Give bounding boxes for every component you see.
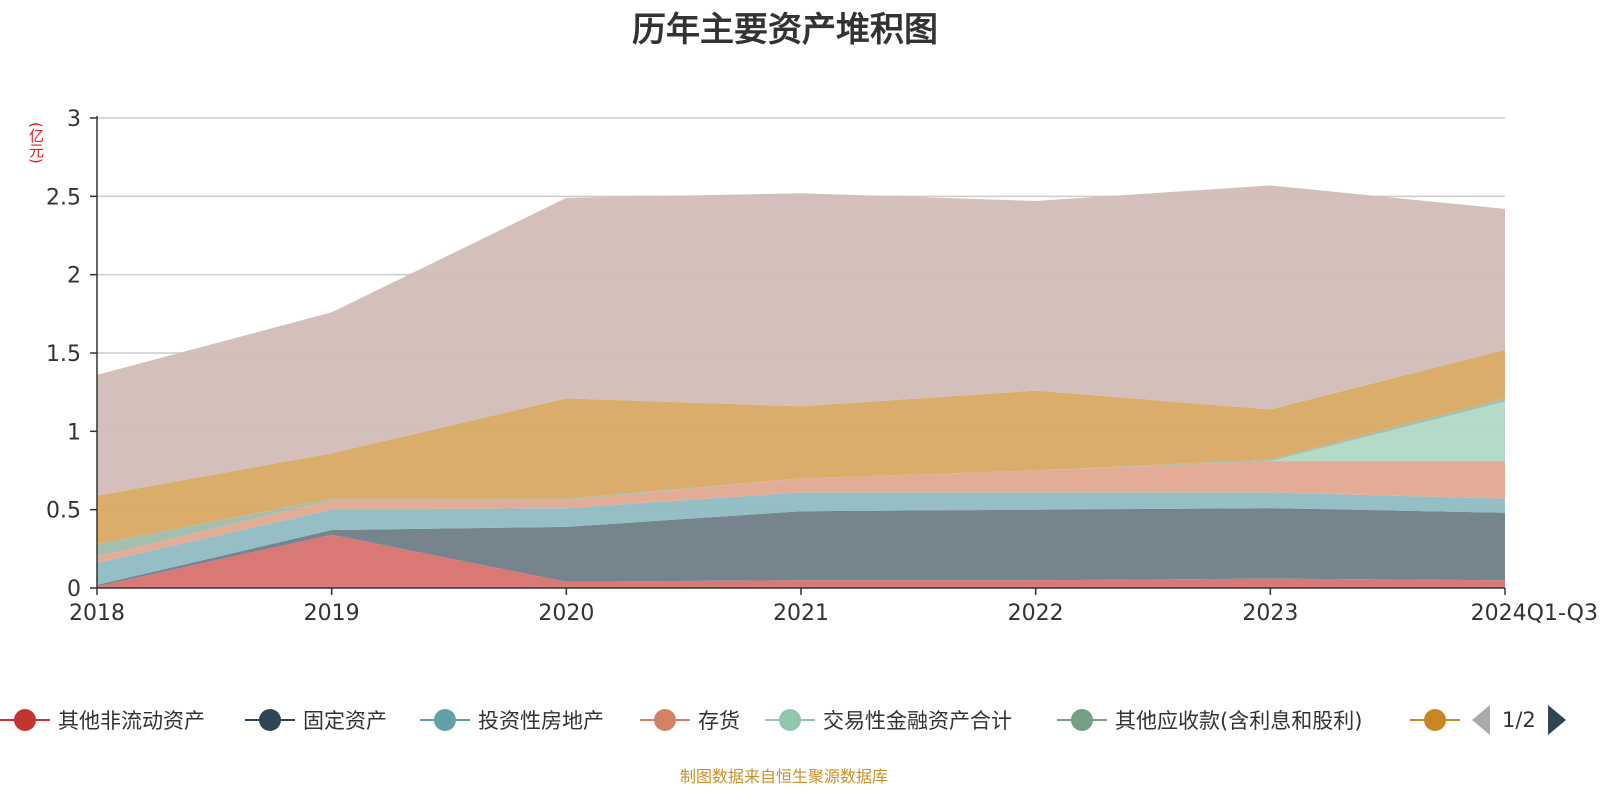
area-series-4 bbox=[97, 461, 1505, 563]
legend-item[interactable]: 固定资产 bbox=[245, 702, 387, 738]
area-series-3 bbox=[97, 492, 1505, 585]
legend-next-page-icon[interactable] bbox=[1547, 705, 1566, 735]
legend: 其他非流动资产 固定资产 投资性房地产 存货 交易性金融资产合计 其他应收款(含利息和股利… bbox=[0, 702, 1600, 738]
legend-item[interactable]: 存货 bbox=[640, 702, 740, 738]
area-series-8 bbox=[97, 185, 1505, 496]
y-axis-tick-label: 2.5 bbox=[46, 185, 81, 210]
y-axis-tick-label: 2 bbox=[67, 264, 81, 289]
legend-item[interactable]: 其他非流动资产 bbox=[0, 702, 205, 738]
area-series-1 bbox=[97, 534, 1505, 588]
x-axis-tick-label: 2023 bbox=[1242, 601, 1298, 626]
y-axis-tick-label: 0 bbox=[67, 577, 81, 602]
stacked-area-chart: 0 0.5 1 1.5 2 2.5 3 2018 2019 2020 2021 2022 2023 202… bbox=[46, 107, 1598, 626]
x-axis-tick-label: 2022 bbox=[1008, 601, 1064, 626]
legend-label: 其他应收款(含利息和股利) bbox=[1115, 709, 1363, 733]
x-axis-tick-label: 2024Q1-Q3 bbox=[1471, 601, 1598, 626]
x-axis-tick-label: 2021 bbox=[773, 601, 829, 626]
legend-marker-icon bbox=[0, 702, 50, 738]
chart-title: 历年主要资产堆积图 bbox=[632, 10, 938, 50]
legend-item[interactable]: 交易性金融资产合计 bbox=[765, 702, 1012, 738]
x-axis-tick-label: 2018 bbox=[69, 601, 125, 626]
legend-marker-icon bbox=[765, 702, 815, 738]
data-source-note: 制图数据来自恒生聚源数据库 bbox=[679, 767, 888, 786]
legend-prev-page-icon[interactable] bbox=[1472, 705, 1490, 735]
y-axis-tick-label: 1 bbox=[67, 420, 81, 445]
legend-marker-icon bbox=[1410, 702, 1460, 738]
legend-marker-icon bbox=[245, 702, 295, 738]
legend-marker-icon bbox=[640, 702, 690, 738]
area-series-group bbox=[97, 185, 1505, 588]
legend-pager: 1/2 bbox=[1472, 702, 1566, 738]
area-series-2 bbox=[97, 508, 1505, 587]
legend-item[interactable] bbox=[1410, 702, 1460, 738]
legend-label: 交易性金融资产合计 bbox=[823, 709, 1012, 733]
y-axis-tick-label: 3 bbox=[67, 107, 81, 132]
legend-item[interactable]: 投资性房地产 bbox=[420, 702, 604, 738]
y-axis-tick-label: 0.5 bbox=[46, 499, 81, 524]
y-axis-unit-label: (亿元) bbox=[27, 122, 45, 164]
y-axis-tick-label: 1.5 bbox=[46, 342, 81, 367]
axes: 0 0.5 1 1.5 2 2.5 3 2018 2019 2020 2021 2022 2023 202… bbox=[46, 107, 1598, 626]
area-series-7 bbox=[97, 349, 1505, 545]
legend-item[interactable]: 其他应收款(含利息和股利) bbox=[1057, 702, 1362, 738]
legend-marker-icon bbox=[420, 702, 470, 738]
legend-label: 固定资产 bbox=[303, 709, 387, 733]
legend-label: 投资性房地产 bbox=[478, 709, 604, 733]
legend-marker-icon bbox=[1057, 702, 1107, 738]
x-axis-tick-label: 2020 bbox=[538, 601, 594, 626]
legend-label: 其他非流动资产 bbox=[58, 709, 205, 733]
x-axis-tick-label: 2019 bbox=[304, 601, 360, 626]
legend-page-indicator: 1/2 bbox=[1502, 708, 1536, 732]
legend-label: 存货 bbox=[698, 709, 740, 733]
